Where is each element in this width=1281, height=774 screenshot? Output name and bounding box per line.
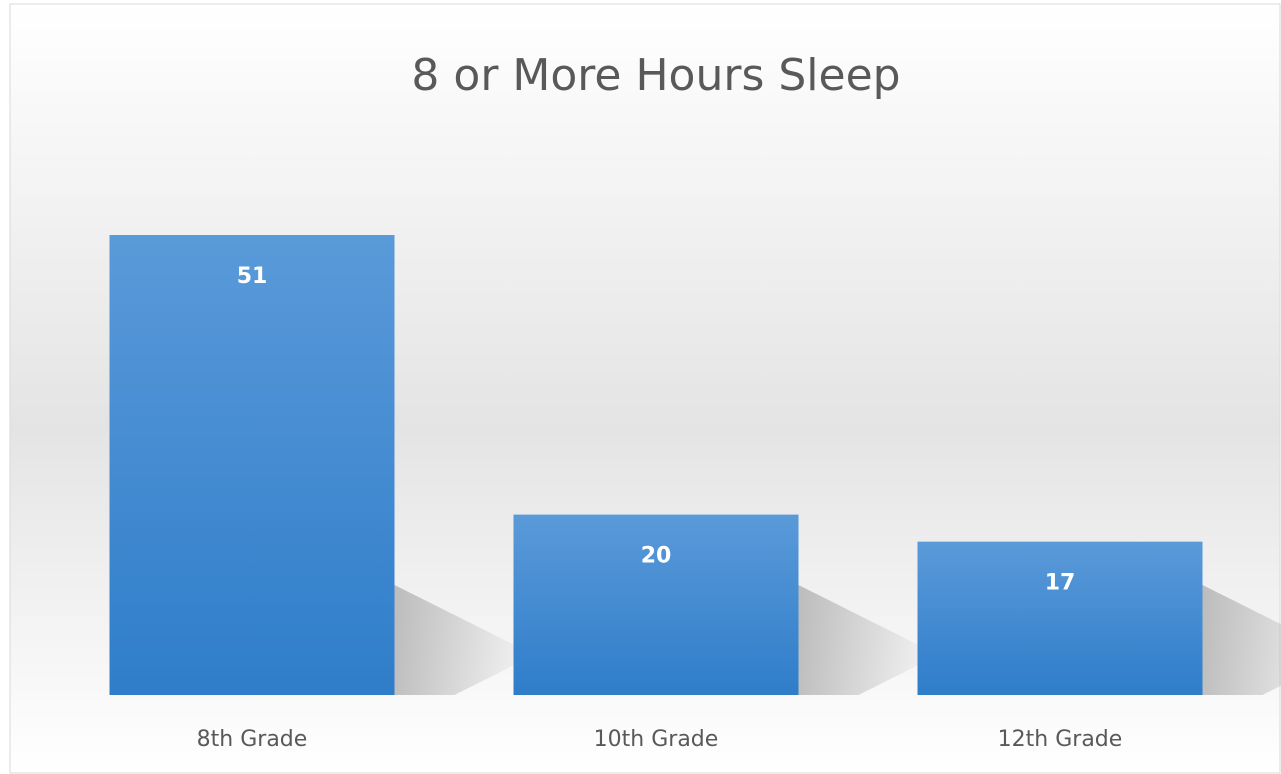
bar-shadow xyxy=(798,585,939,695)
bar-shadow xyxy=(1202,585,1281,695)
data-label: 20 xyxy=(641,544,672,569)
data-label: 51 xyxy=(237,264,268,289)
x-tick-label: 12th Grade xyxy=(998,727,1123,752)
bar xyxy=(109,235,395,695)
bar xyxy=(513,514,799,695)
data-label: 17 xyxy=(1045,571,1076,596)
bar-shadow xyxy=(394,585,535,695)
x-tick-label: 10th Grade xyxy=(594,727,719,752)
bar xyxy=(917,541,1203,695)
x-tick-label: 8th Grade xyxy=(197,727,308,752)
chart-title: 8 or More Hours Sleep xyxy=(411,50,900,101)
